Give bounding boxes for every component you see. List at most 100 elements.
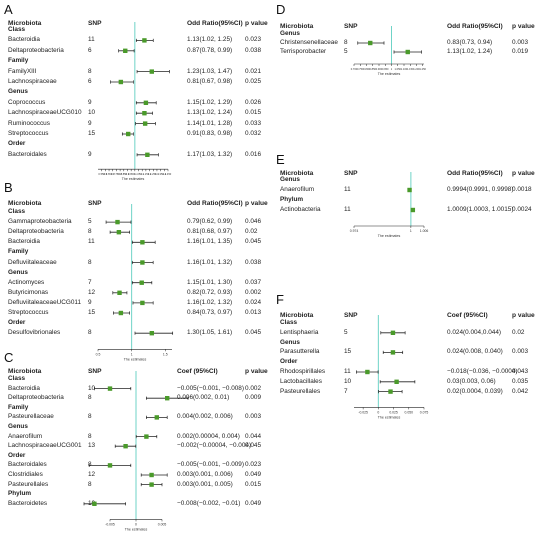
estimate-point: [149, 472, 154, 478]
row-ci: −0.002(−0.00004, −0.004): [177, 442, 252, 450]
row-snp: 8: [88, 461, 92, 469]
estimate-mark: [382, 350, 404, 355]
x-tick-label: -0.005: [105, 522, 115, 526]
row-taxon: Lachnospiraceae: [8, 78, 57, 85]
x-tick-label: 0.850: [121, 172, 128, 176]
column-header-snp: SNP: [88, 20, 102, 27]
row-p: 0.035: [512, 377, 528, 385]
row-taxon: Christensenellaceae: [280, 39, 338, 46]
estimate-mark: [105, 219, 132, 225]
section-title: Genus: [280, 338, 300, 346]
row-taxon: Anaerofilum: [8, 432, 43, 440]
row-ci: 1.15(1.01, 1.30): [187, 278, 233, 286]
column-header-snp: SNP: [344, 312, 358, 319]
row-snp: 10: [88, 499, 96, 507]
row-taxon: Bacteroidia: [8, 238, 40, 246]
x-tick-label: 0.650: [106, 172, 113, 176]
row-p: 0.025: [245, 78, 261, 85]
estimate-point: [116, 230, 122, 235]
row-snp: 5: [344, 328, 348, 336]
row-p: 0.038: [245, 46, 261, 54]
column-header-p: p value: [245, 20, 268, 27]
x-tick-label: 0.005: [158, 522, 167, 526]
panel-letter: A: [4, 2, 13, 17]
row-ci: 0.82(0.72, 0.93): [187, 288, 233, 296]
estimate-mark: [109, 230, 130, 235]
estimate-mark: [88, 463, 132, 468]
x-tick-label: 0.7: [111, 172, 115, 176]
row-snp: 9: [88, 119, 92, 127]
row-taxon: Defluviitaleaceae: [8, 258, 57, 266]
x-tick-label: 0.6: [104, 172, 108, 176]
section-title: Order: [8, 319, 26, 327]
row-ci: 0.81(0.68, 0.97): [187, 228, 233, 236]
section-title: Genus: [8, 423, 28, 430]
row-ci: 0.006(0.002, 0.01): [177, 394, 230, 402]
section-title: Family: [8, 248, 29, 256]
row-taxon: DefluviitaleaceaeUCG011: [8, 298, 82, 306]
estimate-point: [144, 434, 149, 439]
row-ci: 1.13(1.02, 1.24): [187, 109, 233, 117]
row-p: 0.02: [512, 328, 525, 336]
estimate-point: [388, 389, 393, 394]
x-tick-label: 0.075: [420, 410, 429, 414]
x-tick-label: -0.025: [358, 410, 368, 414]
estimate-mark: [121, 131, 134, 137]
row-ci: −0.005(−0.001, −0.009): [177, 461, 244, 469]
row-snp: 11: [88, 36, 95, 44]
column-header-snp: SNP: [344, 23, 358, 30]
column-header-or: Odd Ratio(95%CI): [187, 20, 243, 27]
estimate-point: [117, 290, 122, 295]
row-snp: 11: [88, 238, 95, 246]
estimate-mark: [113, 310, 130, 316]
row-p: 0.024: [245, 298, 261, 306]
x-tick-label: 0.025: [389, 410, 398, 414]
section-title: Class: [8, 375, 26, 382]
row-snp: 11: [344, 368, 351, 375]
row-p: 0.033: [245, 119, 261, 127]
x-tick-label: 1.150: [407, 67, 414, 71]
panel-letter: D: [276, 2, 286, 17]
x-tick-label: 1.150: [143, 172, 150, 176]
estimate-point: [142, 38, 147, 43]
row-p: 0.003: [245, 413, 261, 421]
row-ci: 0.91(0.83, 0.98): [187, 130, 233, 137]
row-snp: 8: [88, 258, 92, 266]
row-ci: 0.79(0.62, 0.99): [187, 218, 233, 226]
x-tick-label: 1: [410, 229, 412, 233]
estimate-point: [140, 300, 145, 306]
estimate-point: [142, 111, 147, 116]
forest-plot: 0.974 1 1.006 The estimates: [350, 172, 428, 238]
row-taxon: FamilyXIII: [8, 67, 37, 75]
row-ci: 1.30(1.05, 1.61): [187, 329, 233, 337]
row-ci: 1.23(1.03, 1.47): [187, 67, 233, 75]
row-taxon: Bacteroidetes: [8, 499, 48, 507]
column-header-microbiota: Microbiota: [8, 200, 42, 207]
row-taxon: Deltaproteobacteria: [8, 228, 64, 236]
row-snp: 8: [88, 67, 92, 75]
estimate-mark: [131, 240, 156, 245]
row-taxon: Gammaproteobacteria: [8, 218, 72, 226]
forest-plot: 0.5 1 1.5 The estimates: [96, 204, 174, 361]
forest-plot: -0.025 0 0.025 0.050 0.075 The estimates: [354, 315, 429, 419]
estimate-point: [405, 49, 410, 55]
x-tick-label: 1.5: [163, 352, 168, 356]
x-tick-label: 1.050: [395, 67, 402, 71]
column-header-snp: SNP: [88, 200, 102, 207]
row-ci: 0.87(0.78, 0.99): [187, 46, 233, 54]
x-tick-label: 1.3: [155, 172, 159, 176]
x-tick-label: 0.050: [405, 410, 414, 414]
x-tick-label: 1: [131, 352, 133, 356]
row-taxon: Clostridiales: [8, 471, 43, 478]
x-tick-label: 1: [391, 67, 393, 71]
estimate-mark: [134, 331, 174, 336]
row-ci: 1.17(1.03, 1.32): [187, 150, 233, 158]
section-title: Order: [280, 358, 298, 366]
estimate-mark: [110, 79, 134, 85]
row-snp: 8: [88, 394, 92, 402]
row-ci: 1.16(1.01, 1.35): [187, 238, 233, 246]
x-tick-label: 0.550: [98, 172, 105, 176]
x-tick-label: 0: [135, 522, 137, 526]
x-tick-label: 1.1: [140, 172, 144, 176]
row-taxon: Streptococcus: [8, 309, 49, 316]
